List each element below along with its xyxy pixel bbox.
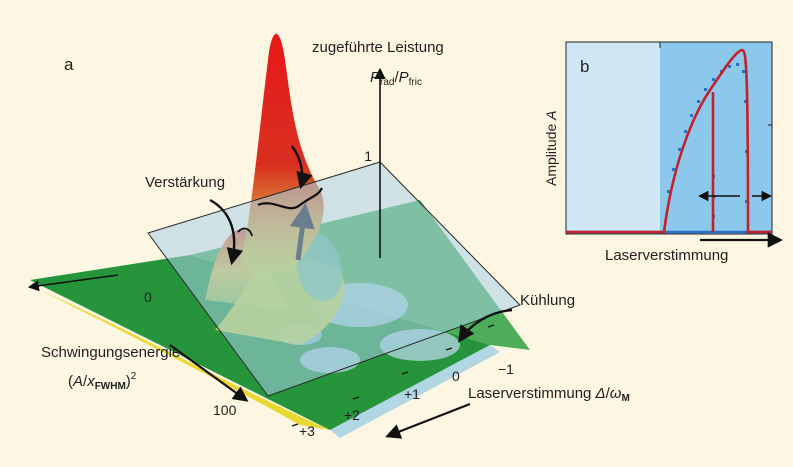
- panel-b-ylabel-text: Amplitude: [543, 120, 559, 186]
- fit-curve: [566, 48, 772, 234]
- panel-b: b: [543, 41, 784, 264]
- detuning-tick-plus3: +3: [299, 423, 315, 439]
- energy-unit: (A/xFWHM)2: [68, 371, 137, 392]
- ratio-num-sub: rad: [380, 77, 394, 88]
- detuning-title-omega: ω: [610, 385, 622, 402]
- detuning-tick-plus2: +2: [344, 407, 360, 423]
- detuning-tick-minus1: −1: [498, 361, 514, 377]
- energy-tick-end: 100: [213, 402, 237, 418]
- hill-contour: [237, 227, 253, 237]
- ratio-num: P: [370, 69, 380, 86]
- detuning-tick-plus1: +1: [404, 386, 420, 402]
- z-axis-ratio: Prad/Pfric: [370, 69, 422, 88]
- panel-b-xlabel: Laserverstimmung: [605, 247, 728, 264]
- energy-direction-arrow: [169, 344, 249, 402]
- surface-edge-yellow: [40, 290, 330, 430]
- detuning-tick-0: 0: [452, 368, 460, 384]
- z-axis-tick: 1: [364, 148, 372, 164]
- energy-unit-x-sub: FWHM: [95, 381, 126, 392]
- energy-unit-close: ): [126, 373, 131, 390]
- panel-b-letter: b: [580, 57, 589, 76]
- panel-b-ylabel: Amplitude A: [543, 111, 559, 187]
- panel-b-light-region: [566, 42, 660, 234]
- panel-a: a 1 zugeführte Leist: [27, 33, 630, 439]
- energy-unit-a: A: [72, 373, 83, 390]
- detuning-ticks: [291, 324, 495, 427]
- panel-b-ylabel-var: A: [543, 111, 559, 121]
- energy-axis-stub: [27, 274, 119, 292]
- energy-unit-slash: /: [83, 373, 88, 390]
- detuning-title-delta: Δ: [595, 385, 606, 402]
- ratio-den-sub: fric: [409, 77, 422, 88]
- panel-b-mid-region: [660, 42, 772, 234]
- cooling-label: Kühlung: [520, 292, 575, 309]
- energy-unit-exp: 2: [131, 371, 137, 382]
- energy-title: Schwingungsenergie: [41, 344, 180, 361]
- ratio-den: P: [399, 69, 409, 86]
- gain-arrow: [209, 198, 244, 266]
- panel-b-frame: [565, 41, 773, 235]
- surface-edge-blue: [330, 345, 500, 438]
- energy-tick-start: 0: [144, 289, 152, 305]
- ratio-sep: /: [394, 69, 399, 86]
- energy-unit-x: x: [86, 373, 95, 390]
- cooling-arrow: [458, 308, 513, 343]
- flow-arrow-gray: [289, 203, 315, 261]
- gain-label: Verstärkung: [145, 174, 225, 191]
- detuning-title-slash: /: [606, 385, 611, 402]
- detuning-direction-arrow: [385, 402, 471, 439]
- peak-arrow: [291, 145, 313, 190]
- detuning-title-text: Laserverstimmung: [468, 385, 596, 402]
- detuning-title: Laserverstimmung Δ/ωM: [468, 385, 630, 404]
- detuning-title-sub: M: [621, 393, 629, 404]
- panel-a-letter: a: [64, 55, 74, 74]
- energy-unit-open: (: [68, 373, 73, 390]
- z-axis-title: zugeführte Leistung: [312, 39, 444, 56]
